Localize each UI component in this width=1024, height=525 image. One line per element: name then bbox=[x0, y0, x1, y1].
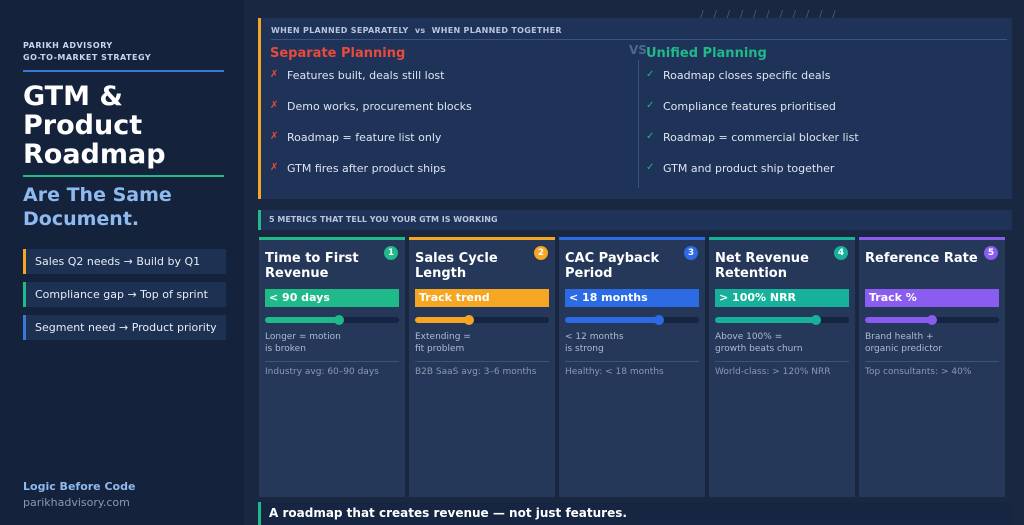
separate-planning-title: Separate Planning bbox=[270, 46, 406, 61]
separate-planning-column: Separate Planning ✗ Features built, deals… bbox=[270, 46, 472, 193]
decorative-slashes: / / / / / / / / / / / bbox=[700, 8, 839, 21]
level-knob bbox=[463, 315, 474, 325]
metric-level-bar bbox=[265, 315, 399, 325]
metric-title: Reference Rate bbox=[865, 251, 978, 266]
metric-title: Sales Cycle Length bbox=[415, 251, 498, 281]
metrics-header: 5 METRICS THAT TELL YOU YOUR GTM IS WORK… bbox=[258, 210, 1012, 230]
list-item: ✓ Roadmap = commercial blocker list bbox=[646, 131, 859, 144]
tag-list: Sales Q2 needs → Build by Q1 Compliance … bbox=[23, 249, 226, 340]
cross-icon: ✗ bbox=[270, 100, 279, 111]
metric-benchmark: Industry avg: 60–90 days bbox=[265, 367, 379, 377]
metric-title: Net Revenue Retention bbox=[715, 251, 809, 281]
metric-description: Longer = motion is broken bbox=[265, 332, 341, 354]
metric-target: < 18 months bbox=[565, 289, 699, 307]
column-divider bbox=[638, 60, 639, 188]
metric-benchmark: World-class: > 120% NRR bbox=[715, 367, 831, 377]
list-item: ✗ Features built, deals still lost bbox=[270, 69, 445, 82]
cross-icon: ✗ bbox=[270, 69, 279, 80]
cross-icon: ✗ bbox=[270, 162, 279, 173]
sidebar: PARIKH ADVISORY GO-TO-MARKET STRATEGY GT… bbox=[0, 0, 244, 525]
tag-segment: Segment need → Product priority bbox=[23, 315, 226, 340]
metric-number-badge: 3 bbox=[684, 246, 698, 260]
page-subtitle: Are The Same Document. bbox=[23, 184, 172, 230]
tag-compliance: Compliance gap → Top of sprint bbox=[23, 282, 226, 307]
metric-target: > 100% NRR bbox=[715, 289, 849, 307]
divider bbox=[23, 70, 224, 72]
page-title: GTM & Product Roadmap bbox=[23, 81, 166, 170]
metric-card: Sales Cycle Length 2 Track trend Extendi… bbox=[409, 237, 555, 497]
list-item: ✓ Compliance features prioritised bbox=[646, 100, 836, 113]
check-icon: ✓ bbox=[646, 131, 655, 142]
metric-title: CAC Payback Period bbox=[565, 251, 660, 281]
footer-tagline: Logic Before Code bbox=[23, 480, 136, 493]
metric-card: CAC Payback Period 3 < 18 months < 12 mo… bbox=[559, 237, 705, 497]
metric-number-badge: 5 bbox=[984, 246, 998, 260]
divider bbox=[265, 361, 399, 362]
metric-benchmark: Top consultants: > 40% bbox=[865, 367, 972, 377]
unified-planning-title: Unified Planning bbox=[646, 46, 767, 61]
metric-number-badge: 1 bbox=[384, 246, 398, 260]
brand-name: PARIKH ADVISORY bbox=[23, 41, 113, 50]
list-item: ✓ Roadmap closes specific deals bbox=[646, 69, 831, 82]
check-icon: ✓ bbox=[646, 69, 655, 80]
unified-planning-column: Unified Planning ✓ Roadmap closes specifi… bbox=[646, 46, 859, 193]
metric-description: < 12 months is strong bbox=[565, 332, 624, 354]
metric-description: Brand health + organic predictor bbox=[865, 332, 942, 354]
cross-icon: ✗ bbox=[270, 131, 279, 142]
metric-benchmark: B2B SaaS avg: 3–6 months bbox=[415, 367, 537, 377]
level-knob bbox=[333, 315, 344, 325]
metric-card: Reference Rate 5 Track % Brand health + o… bbox=[859, 237, 1005, 497]
vs-label: VS bbox=[629, 43, 647, 57]
list-item: ✗ GTM fires after product ships bbox=[270, 162, 446, 175]
list-item: ✗ Demo works, procurement blocks bbox=[270, 100, 472, 113]
metric-benchmark: Healthy: < 18 months bbox=[565, 367, 664, 377]
metric-title: Time to First Revenue bbox=[265, 251, 359, 281]
metric-description: Above 100% = growth beats churn bbox=[715, 332, 803, 354]
list-item: ✗ Roadmap = feature list only bbox=[270, 131, 442, 144]
metric-target: < 90 days bbox=[265, 289, 399, 307]
comparison-header: WHEN PLANNED SEPARATELY vs WHEN PLANNED … bbox=[271, 26, 1007, 40]
divider bbox=[565, 361, 699, 362]
level-knob bbox=[810, 315, 821, 325]
metric-level-bar bbox=[715, 315, 849, 325]
comparison-panel: WHEN PLANNED SEPARATELY vs WHEN PLANNED … bbox=[258, 18, 1012, 199]
level-knob bbox=[653, 315, 664, 325]
divider bbox=[865, 361, 999, 362]
divider bbox=[23, 175, 224, 177]
metric-description: Extending = fit problem bbox=[415, 332, 471, 354]
metric-target: Track % bbox=[865, 289, 999, 307]
metric-card: Time to First Revenue 1 < 90 days Longer… bbox=[259, 237, 405, 497]
metric-card: Net Revenue Retention 4 > 100% NRR Above… bbox=[709, 237, 855, 497]
divider bbox=[715, 361, 849, 362]
brand-tagline: GO-TO-MARKET STRATEGY bbox=[23, 53, 152, 62]
metric-number-badge: 4 bbox=[834, 246, 848, 260]
metric-number-badge: 2 bbox=[534, 246, 548, 260]
metric-level-bar bbox=[565, 315, 699, 325]
divider bbox=[415, 361, 549, 362]
footer-website: parikhadvisory.com bbox=[23, 496, 130, 509]
metric-level-bar bbox=[865, 315, 999, 325]
level-knob bbox=[927, 315, 937, 325]
tag-sales: Sales Q2 needs → Build by Q1 bbox=[23, 249, 226, 274]
list-item: ✓ GTM and product ship together bbox=[646, 162, 835, 175]
metric-target: Track trend bbox=[415, 289, 549, 307]
metric-level-bar bbox=[415, 315, 549, 325]
check-icon: ✓ bbox=[646, 162, 655, 173]
footer-banner: A roadmap that creates revenue — not jus… bbox=[258, 502, 1012, 525]
check-icon: ✓ bbox=[646, 100, 655, 111]
